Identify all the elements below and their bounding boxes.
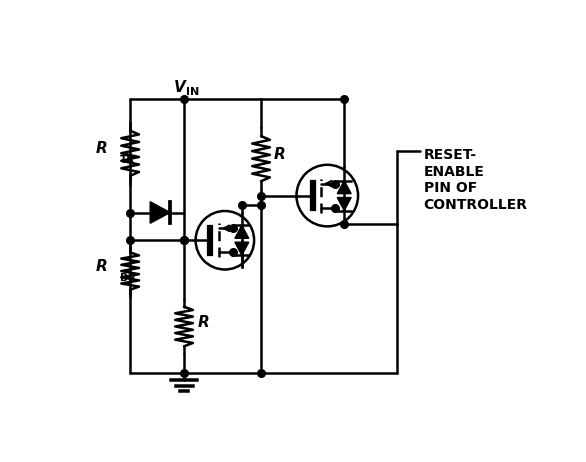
Text: V: V [174,80,186,95]
Text: R: R [198,315,210,330]
Polygon shape [235,225,248,238]
Text: TR: TR [120,155,135,165]
Text: R: R [96,259,107,274]
Text: R: R [274,147,286,162]
Text: R: R [96,141,107,156]
Text: IN: IN [186,87,199,97]
Polygon shape [338,198,351,211]
Text: RESET-
ENABLE
PIN OF
CONTROLLER: RESET- ENABLE PIN OF CONTROLLER [424,148,527,212]
Polygon shape [150,202,170,223]
Polygon shape [338,181,351,194]
Text: BR: BR [120,273,136,283]
Polygon shape [235,242,248,255]
